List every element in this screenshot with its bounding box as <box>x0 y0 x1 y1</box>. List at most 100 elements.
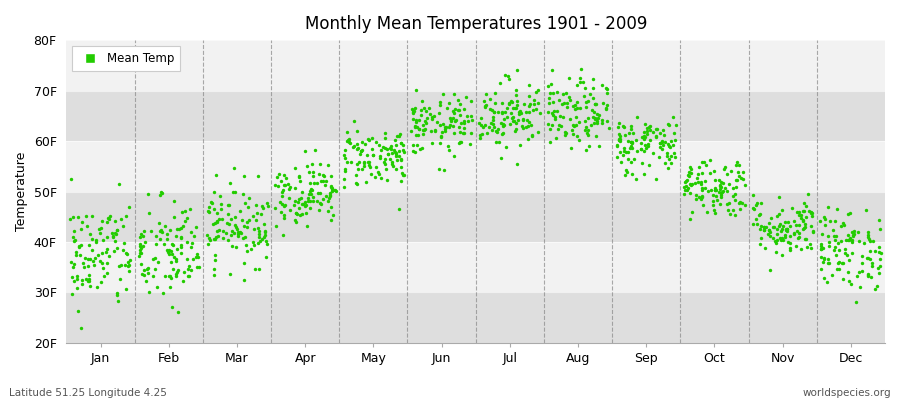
Point <box>67 238 81 244</box>
Point <box>845 228 859 235</box>
Point <box>323 190 338 196</box>
Point <box>694 196 708 202</box>
Point <box>552 121 566 128</box>
Point <box>110 292 124 298</box>
Point <box>314 178 328 184</box>
Point <box>855 253 869 259</box>
Point <box>312 200 327 206</box>
Point <box>368 174 382 180</box>
Point <box>572 137 586 143</box>
Point <box>794 246 808 252</box>
Point <box>729 184 743 190</box>
Point <box>814 246 829 252</box>
Point <box>648 126 662 132</box>
Point <box>107 230 122 236</box>
Point <box>708 187 723 194</box>
Point <box>712 177 726 183</box>
Point <box>180 256 194 262</box>
Point <box>83 283 97 289</box>
Point <box>238 233 252 240</box>
Point <box>157 241 171 247</box>
Point <box>624 138 638 145</box>
Point <box>508 87 523 93</box>
Point <box>634 146 648 152</box>
Point <box>346 144 360 150</box>
Point <box>240 224 255 230</box>
Point <box>860 272 875 278</box>
Point <box>478 122 492 128</box>
Point <box>260 200 274 206</box>
Point <box>433 122 447 128</box>
Point <box>763 229 778 236</box>
Point <box>278 181 293 188</box>
Point <box>121 263 135 270</box>
Point <box>158 273 172 279</box>
Point <box>588 100 602 107</box>
Point <box>861 255 876 261</box>
Point <box>190 250 204 257</box>
Point <box>113 216 128 222</box>
Point <box>565 122 580 128</box>
Point <box>498 109 512 116</box>
Point <box>410 124 425 130</box>
Point <box>616 123 630 129</box>
Point <box>732 172 746 179</box>
Point <box>730 159 744 165</box>
Point <box>621 138 635 144</box>
Point <box>612 136 626 142</box>
Point <box>257 232 272 239</box>
Point <box>796 216 810 223</box>
Point <box>766 234 780 241</box>
Point <box>457 119 472 126</box>
Point <box>845 237 859 244</box>
Point <box>497 122 511 128</box>
Point <box>215 216 230 222</box>
Point <box>133 249 148 256</box>
Point <box>159 231 174 237</box>
Point <box>735 176 750 182</box>
Point <box>661 120 675 127</box>
Point <box>324 183 338 189</box>
Point <box>792 222 806 228</box>
Point <box>210 228 224 234</box>
Point <box>89 239 104 245</box>
Point <box>100 270 114 276</box>
Point <box>408 149 422 156</box>
Point <box>498 72 512 78</box>
Point <box>176 278 191 284</box>
Point <box>712 201 726 207</box>
Point <box>852 284 867 290</box>
Point <box>276 212 291 218</box>
Point <box>629 136 643 143</box>
Point <box>293 212 308 218</box>
Point <box>162 273 176 280</box>
Point <box>783 240 797 246</box>
Point <box>248 202 263 208</box>
Point <box>355 147 369 153</box>
Point <box>362 162 376 168</box>
Point <box>421 105 436 112</box>
Point <box>337 152 351 158</box>
Point <box>90 283 104 290</box>
Point <box>768 238 782 244</box>
Point <box>288 185 302 192</box>
Point <box>661 164 675 171</box>
Point <box>869 282 884 289</box>
Point <box>240 248 255 254</box>
Point <box>310 190 325 196</box>
Point <box>679 178 693 184</box>
Point <box>66 234 80 241</box>
Point <box>85 236 99 242</box>
Point <box>396 172 410 178</box>
Point <box>351 166 365 172</box>
Point <box>268 223 283 229</box>
Point <box>91 252 105 258</box>
Point <box>70 273 85 279</box>
Point <box>843 281 858 288</box>
Point <box>303 186 318 192</box>
Point <box>761 220 776 226</box>
Point <box>350 141 365 147</box>
Point <box>568 102 582 108</box>
Point <box>457 106 472 112</box>
Point <box>425 116 439 123</box>
